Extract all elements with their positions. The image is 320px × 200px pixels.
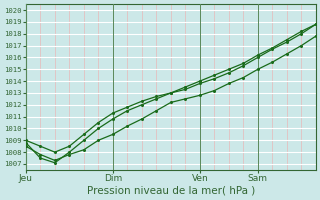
X-axis label: Pression niveau de la mer( hPa ): Pression niveau de la mer( hPa ) [87, 186, 255, 196]
